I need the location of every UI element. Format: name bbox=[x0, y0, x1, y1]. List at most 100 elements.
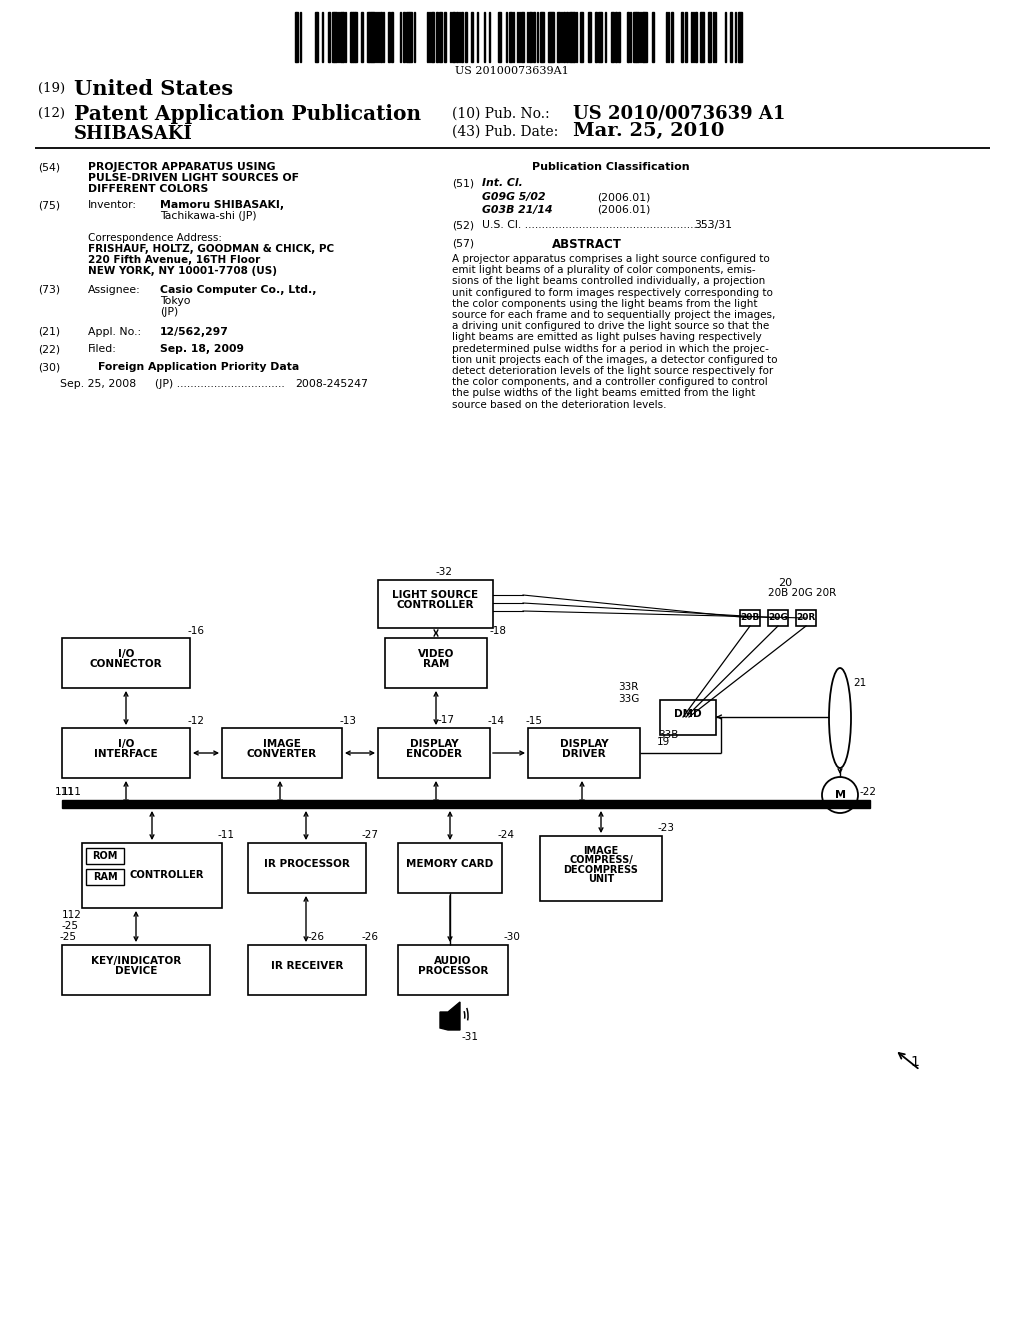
Text: Tokyo: Tokyo bbox=[160, 296, 190, 306]
Text: (JP): (JP) bbox=[160, 308, 178, 317]
Bar bbox=[701, 12, 705, 62]
Text: the pulse widths of the light beams emitted from the light: the pulse widths of the light beams emit… bbox=[452, 388, 756, 399]
Bar bbox=[334, 12, 337, 62]
Text: (54): (54) bbox=[38, 162, 60, 172]
Bar bbox=[796, 610, 816, 626]
Bar bbox=[248, 945, 366, 995]
Bar bbox=[380, 12, 382, 62]
Text: 33R: 33R bbox=[618, 682, 638, 692]
Text: Mar. 25, 2010: Mar. 25, 2010 bbox=[573, 121, 724, 140]
Text: FRISHAUF, HOLTZ, GOODMAN & CHICK, PC: FRISHAUF, HOLTZ, GOODMAN & CHICK, PC bbox=[88, 244, 334, 253]
Text: -25: -25 bbox=[60, 932, 77, 942]
Text: (73): (73) bbox=[38, 285, 60, 294]
Text: PULSE-DRIVEN LIGHT SOURCES OF: PULSE-DRIVEN LIGHT SOURCES OF bbox=[88, 173, 299, 183]
Text: ENCODER: ENCODER bbox=[406, 750, 462, 759]
Text: DRIVER: DRIVER bbox=[562, 750, 606, 759]
Text: ROM: ROM bbox=[92, 851, 118, 861]
Text: 353/31: 353/31 bbox=[694, 220, 732, 230]
Text: PROJECTOR APPARATUS USING: PROJECTOR APPARATUS USING bbox=[88, 162, 275, 172]
Bar bbox=[248, 843, 366, 894]
Text: -11: -11 bbox=[218, 830, 234, 840]
Bar bbox=[86, 847, 124, 865]
Bar bbox=[373, 12, 375, 62]
Text: (10) Pub. No.:: (10) Pub. No.: bbox=[452, 107, 550, 121]
Text: US 20100073639A1: US 20100073639A1 bbox=[455, 66, 569, 77]
Text: M: M bbox=[835, 789, 846, 800]
Text: IR RECEIVER: IR RECEIVER bbox=[270, 961, 343, 972]
Text: CONTROLLER: CONTROLLER bbox=[130, 870, 205, 880]
Text: 111: 111 bbox=[62, 787, 82, 797]
Text: AUDIO: AUDIO bbox=[434, 957, 472, 966]
Text: NEW YORK, NY 10001-7708 (US): NEW YORK, NY 10001-7708 (US) bbox=[88, 267, 278, 276]
Text: Tachikawa-shi (JP): Tachikawa-shi (JP) bbox=[160, 211, 257, 220]
Text: (30): (30) bbox=[38, 362, 60, 372]
Bar bbox=[355, 12, 357, 62]
Text: U.S. Cl. ........................................................: U.S. Cl. ...............................… bbox=[482, 220, 714, 230]
Bar bbox=[351, 12, 353, 62]
Bar bbox=[740, 610, 760, 626]
Bar bbox=[739, 12, 742, 62]
Text: A projector apparatus comprises a light source configured to: A projector apparatus comprises a light … bbox=[452, 253, 770, 264]
Text: (2006.01): (2006.01) bbox=[597, 191, 650, 202]
Bar bbox=[652, 12, 654, 62]
Text: (75): (75) bbox=[38, 201, 60, 210]
Text: UNIT: UNIT bbox=[588, 874, 614, 884]
Text: -31: -31 bbox=[462, 1032, 479, 1041]
Text: RAM: RAM bbox=[423, 659, 450, 669]
Bar bbox=[685, 12, 687, 62]
Bar bbox=[709, 12, 711, 62]
Text: United States: United States bbox=[74, 79, 233, 99]
Text: Appl. No.:: Appl. No.: bbox=[88, 327, 141, 337]
Text: CONVERTER: CONVERTER bbox=[247, 750, 317, 759]
Text: -16: -16 bbox=[188, 626, 205, 636]
Text: -18: -18 bbox=[489, 626, 506, 636]
Bar bbox=[542, 12, 544, 62]
Text: -26: -26 bbox=[362, 932, 379, 942]
Bar bbox=[398, 945, 508, 995]
Text: Patent Application Publication: Patent Application Publication bbox=[74, 104, 421, 124]
Text: (21): (21) bbox=[38, 327, 60, 337]
Text: (JP) ................................: (JP) ................................ bbox=[155, 379, 285, 389]
Bar bbox=[353, 12, 355, 62]
Bar bbox=[530, 12, 532, 62]
Bar bbox=[611, 12, 614, 62]
Bar bbox=[361, 12, 362, 62]
Text: I/O: I/O bbox=[118, 649, 134, 660]
Bar bbox=[82, 843, 222, 908]
Bar bbox=[436, 12, 438, 62]
Text: Int. Cl.: Int. Cl. bbox=[482, 178, 522, 187]
Text: MEMORY CARD: MEMORY CARD bbox=[407, 859, 494, 870]
Text: sions of the light beams controlled individually, a projection: sions of the light beams controlled indi… bbox=[452, 276, 765, 286]
Text: SHIBASAKI: SHIBASAKI bbox=[74, 125, 193, 143]
Text: 220 Fifth Avenue, 16TH Floor: 220 Fifth Avenue, 16TH Floor bbox=[88, 255, 260, 265]
Bar bbox=[369, 12, 371, 62]
Bar bbox=[471, 12, 473, 62]
Text: CONTROLLER: CONTROLLER bbox=[396, 601, 474, 610]
Text: (12): (12) bbox=[38, 107, 65, 120]
Bar bbox=[62, 945, 210, 995]
Text: Mamoru SHIBASAKI,: Mamoru SHIBASAKI, bbox=[160, 201, 284, 210]
Bar bbox=[768, 610, 788, 626]
Bar bbox=[636, 12, 639, 62]
Text: Sep. 18, 2009: Sep. 18, 2009 bbox=[160, 345, 244, 354]
Text: DECOMPRESS: DECOMPRESS bbox=[563, 865, 638, 875]
Text: (57): (57) bbox=[452, 238, 474, 248]
Text: source for each frame and to sequentially project the images,: source for each frame and to sequentiall… bbox=[452, 310, 775, 319]
Text: (22): (22) bbox=[38, 345, 60, 354]
Text: DISPLAY: DISPLAY bbox=[560, 739, 608, 750]
Bar bbox=[644, 12, 647, 62]
Bar bbox=[62, 729, 190, 777]
Text: IMAGE: IMAGE bbox=[584, 846, 618, 857]
Bar bbox=[580, 12, 583, 62]
Bar bbox=[660, 700, 716, 735]
Text: Assignee:: Assignee: bbox=[88, 285, 140, 294]
Text: COMPRESS/: COMPRESS/ bbox=[569, 855, 633, 866]
Text: I/O: I/O bbox=[118, 739, 134, 750]
Bar bbox=[461, 12, 463, 62]
Text: Foreign Application Priority Data: Foreign Application Priority Data bbox=[98, 362, 299, 372]
Text: -27: -27 bbox=[362, 830, 379, 840]
Text: RAM: RAM bbox=[93, 873, 118, 882]
Text: (19): (19) bbox=[38, 82, 66, 95]
Bar bbox=[588, 12, 591, 62]
Text: 2008-245247: 2008-245247 bbox=[295, 379, 368, 389]
